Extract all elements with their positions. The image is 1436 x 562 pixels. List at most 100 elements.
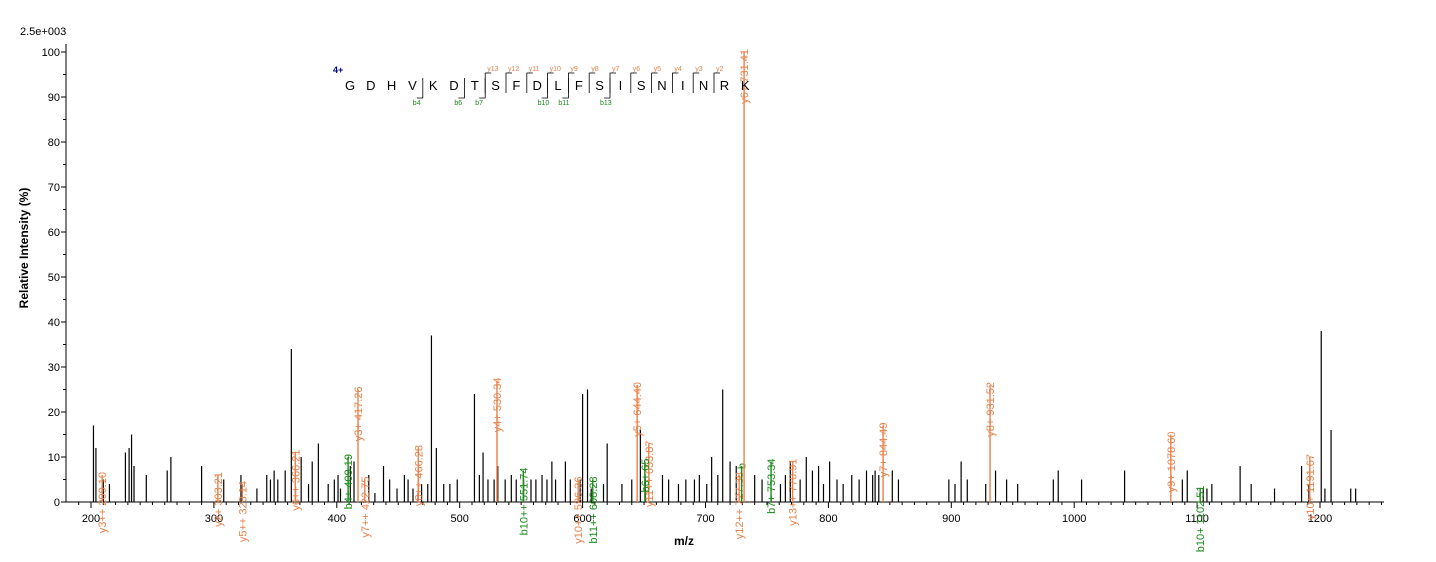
peak-label: y6+ 731.41 [739, 49, 751, 104]
y-ion-bracket [713, 72, 720, 93]
residue: T [471, 78, 479, 93]
x-tick-label: 200 [82, 513, 100, 525]
residue: D [449, 78, 458, 93]
x-tick-label: 500 [451, 513, 469, 525]
y-ion-bracket [672, 72, 679, 93]
intensity-scale-label: 2.5e+003 [20, 26, 66, 38]
residue: F [575, 78, 583, 93]
b-ion-label: b4 [413, 100, 421, 107]
y-ion-label: y3 [695, 66, 703, 73]
y-ion-bracket [651, 72, 658, 93]
residue: R [720, 78, 729, 93]
x-tick-label: 700 [696, 513, 714, 525]
x-tick-label: 300 [205, 513, 223, 525]
peak-label: y2+ 303.21 [213, 472, 225, 527]
residue: D [366, 78, 375, 93]
residue: N [657, 78, 666, 93]
y-ion-bracket [609, 72, 616, 93]
b-ion-bracket [604, 78, 611, 99]
peak-label: y7++ 422.75 [360, 477, 372, 538]
peak-label: y3++ 209.10 [97, 472, 109, 533]
y-tick-label: 90 [48, 92, 60, 104]
peak-label: y7+ 844.49 [878, 423, 890, 478]
x-tick-label: 400 [328, 513, 346, 525]
y-axis-title-group: Relative Intensity (%) [17, 188, 31, 309]
peak-label: y5++ 323.14 [237, 481, 249, 542]
y-tick-label: 20 [48, 407, 60, 419]
y-ion-label: y8 [591, 66, 599, 73]
b-ion-label: b6 [454, 100, 462, 107]
x-tick-label: 600 [573, 513, 591, 525]
y-ion-label: y9 [570, 66, 578, 73]
peak-label: b10+ 1102.51 [1195, 486, 1207, 553]
peak-label: y10+ 1191.67 [1305, 454, 1317, 520]
axes: 0 10 20 30 40 50 60 70 80 90 100 200 300 400 500 600 700… [42, 44, 1384, 525]
peak-label: b6+ 65 [640, 459, 652, 493]
peak-label: y11++ 653.87 [644, 441, 656, 507]
y-ion-label: y5 [654, 66, 662, 73]
y-tick-label: 10 [48, 452, 60, 464]
residue: S [491, 78, 500, 93]
peak-label: y6++ 366.21 [290, 450, 302, 511]
y-ion-bracket [547, 72, 554, 93]
y-tick-label: 80 [48, 137, 60, 149]
b-ion-bracket [479, 78, 486, 99]
peak-label: y13++ 770.91 [788, 459, 800, 526]
peak-label: y8++ 466.28 [413, 445, 425, 506]
residue: G [345, 78, 355, 93]
residue: I [619, 78, 623, 93]
y-ion-label: y11 [529, 66, 540, 73]
residue: K [429, 78, 438, 93]
annotated-peaks: y3++ 209.10 y2+ 303.21 y5++ 323.14 y6++ 366… [97, 49, 1317, 552]
y-ion-bracket [526, 72, 533, 93]
residue: N [699, 78, 708, 93]
x-tick-label: 800 [819, 513, 837, 525]
y-ion-label: y10 [550, 66, 561, 73]
y-ion-bracket [692, 72, 700, 93]
peak-label: b7+ 753.34 [766, 459, 778, 514]
peak-label: y3+ 417.26 [353, 387, 365, 442]
b-ion-label: b13 [600, 100, 612, 107]
residue: S [595, 78, 604, 93]
y-tick-label: 40 [48, 317, 60, 329]
peak-label: y8+ 931.52 [985, 382, 997, 437]
residue: V [408, 78, 417, 93]
residue: L [554, 78, 561, 93]
y-ion-label: y4 [674, 66, 682, 73]
peak-label: b10++ 551.74 [518, 468, 530, 536]
peak-label: b4+ 409.19 [343, 454, 355, 509]
peak-label: y9+ 1078.60 [1166, 432, 1178, 493]
x-tick-label: 1000 [1062, 513, 1086, 525]
y-tick-label: 60 [48, 227, 60, 239]
b-ion-label: b10 [538, 100, 550, 107]
y-ion-bracket [505, 72, 512, 93]
peak-label: y10++ 596.36 [573, 477, 585, 544]
x-tick-label: 1200 [1308, 513, 1332, 525]
y-ion-bracket [630, 72, 637, 93]
y-ion-label: y6 [633, 66, 641, 73]
y-tick-label: 70 [48, 182, 60, 194]
x-axis-title: m/z [674, 534, 694, 548]
b-ion-label: b11 [558, 100, 569, 107]
residue: H [387, 78, 396, 93]
y-ion-label: y2 [716, 66, 724, 73]
y-tick-label: 0 [54, 497, 60, 509]
b-ion-label: b7 [475, 100, 483, 107]
peak-label: y5+ 644.40 [632, 382, 644, 437]
b-ion-bracket [562, 78, 569, 99]
y-tick-label: 100 [42, 47, 60, 59]
y-tick-label: 30 [48, 362, 60, 374]
b-ion-bracket [416, 78, 424, 99]
y-tick-label: 50 [48, 272, 60, 284]
residue: F [512, 78, 520, 93]
peak-label: y4+ 530.34 [492, 378, 504, 433]
b-ion-bracket [458, 78, 465, 99]
y-ion-bracket [568, 72, 575, 93]
residue: K [741, 78, 750, 93]
residue: S [637, 78, 646, 93]
b-ion-bracket [541, 78, 548, 99]
y-ion-label: y7 [612, 66, 620, 73]
charge-state: 4+ [333, 65, 343, 75]
